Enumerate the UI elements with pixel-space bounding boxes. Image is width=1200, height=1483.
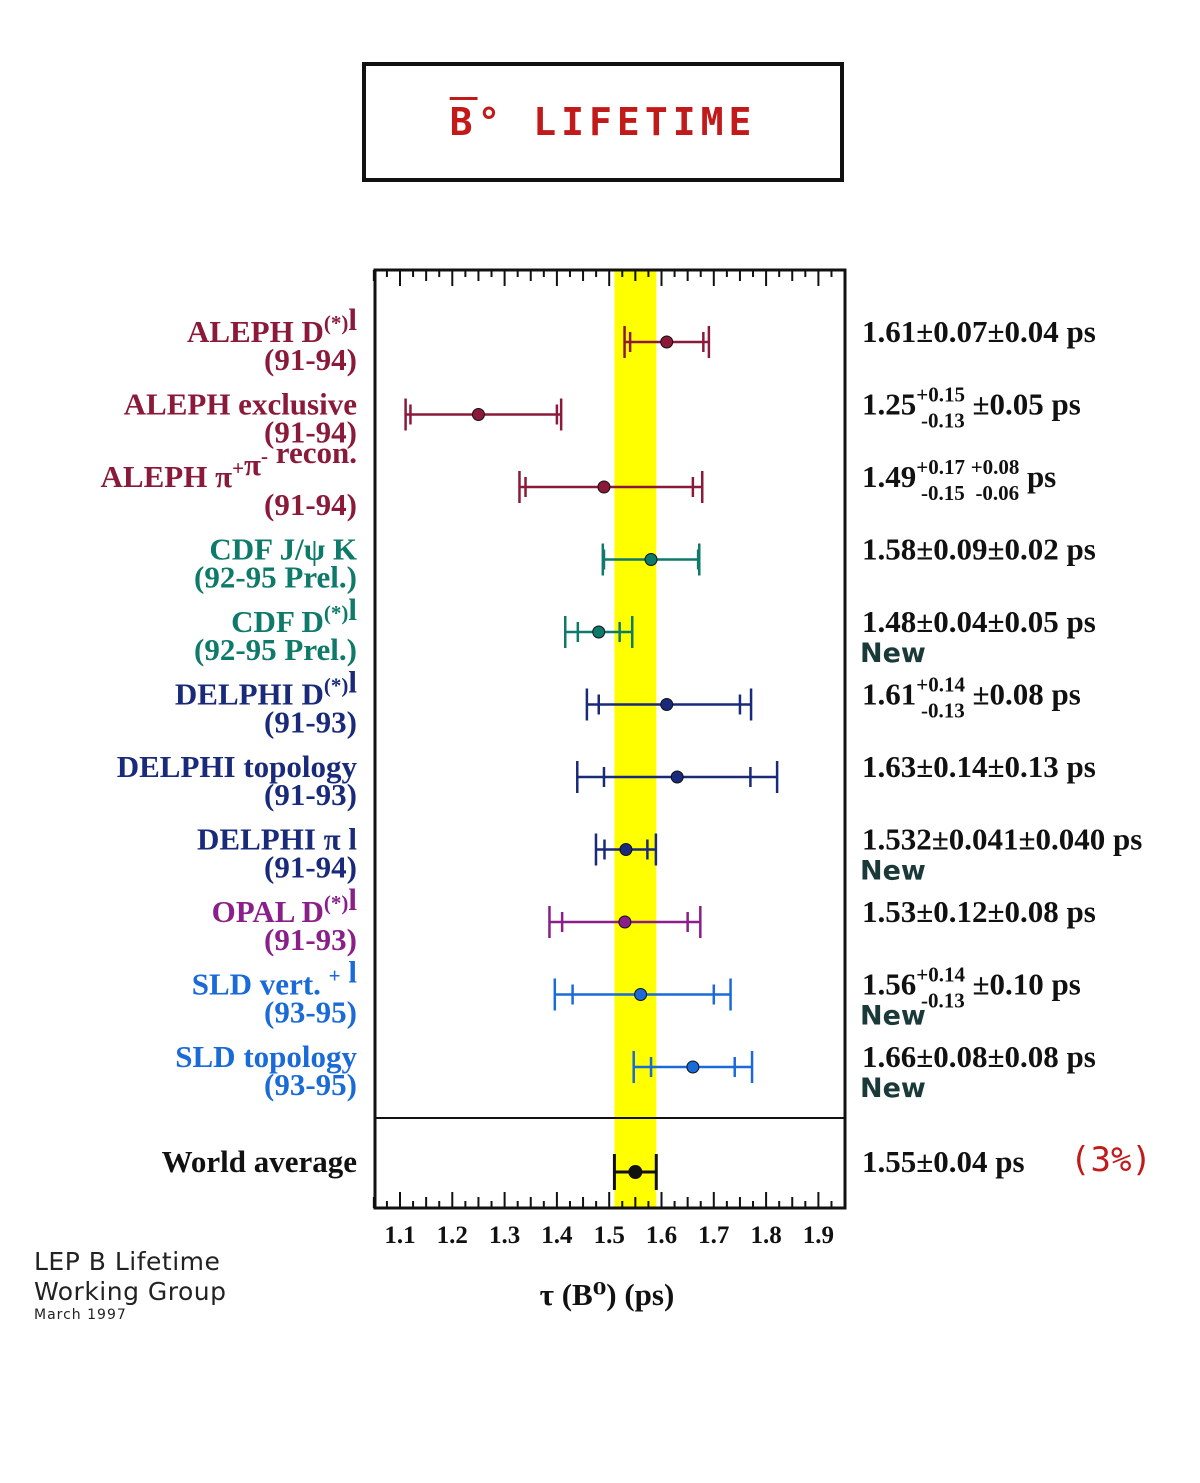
central-value-point bbox=[471, 408, 485, 421]
measurement-result: 1.58±0.09±0.02 ps bbox=[862, 532, 1096, 567]
measurement-label: OPAL D(*)l bbox=[212, 882, 358, 929]
credit-line-2: Working Group bbox=[34, 1277, 227, 1306]
x-tick-label: 1.4 bbox=[541, 1222, 573, 1249]
credit-line-1: LEP B Lifetime bbox=[34, 1247, 221, 1276]
plot-frame bbox=[373, 268, 847, 1210]
chart-title: B° LIFETIME bbox=[449, 100, 757, 144]
central-value-point bbox=[660, 335, 674, 349]
x-tick-label: 1.3 bbox=[489, 1222, 520, 1249]
measurement-result: 1.25+0.15 -0.13 ±0.05 ps bbox=[862, 383, 1081, 433]
central-value-point bbox=[592, 625, 606, 639]
measurement-result: 1.532±0.041±0.040 ps bbox=[862, 822, 1142, 857]
measurement-label: ALEPH exclusive bbox=[124, 387, 357, 422]
world-average-label: World average bbox=[162, 1144, 357, 1179]
measurement-row: SLD vert. + l(93-95) 1.56+0.14 -0.13 ±0.10… bbox=[192, 955, 1081, 1032]
measurement-row: ALEPH D(*)l(91-94) 1.61±0.07±0.04 ps bbox=[187, 302, 1096, 377]
measurement-period: (91-93) bbox=[264, 777, 357, 812]
x-tick-label: 1.9 bbox=[803, 1222, 834, 1249]
measurement-period: (91-93) bbox=[264, 922, 357, 957]
measurement-result: 1.53±0.12±0.08 ps bbox=[862, 894, 1096, 929]
measurement-period: (91-94) bbox=[264, 415, 357, 450]
measurement-result: 1.56+0.14 -0.13 ±0.10 ps bbox=[862, 963, 1081, 1013]
chart-title-box: B° LIFETIME bbox=[362, 62, 844, 182]
measurement-row: CDF J/ψ K(92-95 Prel.) 1.58±0.09±0.02 ps bbox=[194, 532, 1096, 595]
new-result-tag: New bbox=[860, 856, 926, 887]
new-result-tag: New bbox=[860, 1001, 926, 1032]
world-average-row: World average 1.55±0.04 ps bbox=[162, 1144, 1025, 1190]
x-tick-label: 1.1 bbox=[384, 1222, 415, 1249]
central-value-point bbox=[618, 915, 632, 929]
measurement-label: DELPHI π l bbox=[197, 822, 357, 857]
measurement-label: SLD topology bbox=[175, 1039, 357, 1074]
measurement-period: (93-95) bbox=[264, 995, 357, 1030]
measurement-row: DELPHI D(*)l(91-93) 1.61+0.14 -0.13 ±0.08 … bbox=[175, 665, 1081, 740]
measurement-label: DELPHI D(*)l bbox=[175, 665, 358, 712]
x-tick-label: 1.5 bbox=[594, 1222, 625, 1249]
x-tick-label: 1.8 bbox=[750, 1222, 781, 1249]
measurement-period: (91-94) bbox=[264, 342, 357, 377]
measurement-period: (92-95 Prel.) bbox=[194, 632, 357, 667]
measurement-period: (92-95 Prel.) bbox=[194, 560, 357, 595]
measurement-period: (91-94) bbox=[264, 850, 357, 885]
credit-block: LEP B Lifetime Working Group March 1997 bbox=[34, 1247, 227, 1323]
measurement-period: (93-95) bbox=[264, 1067, 357, 1102]
measurement-label: CDF D(*)l bbox=[231, 592, 357, 639]
measurement-label: ALEPH π+π- recon. bbox=[101, 435, 357, 494]
measurement-result: 1.49+0.17 -0.15+0.08 -0.06 ps bbox=[862, 455, 1056, 505]
measurement-label: SLD vert. + l bbox=[192, 955, 358, 1002]
central-value-point bbox=[660, 698, 674, 711]
x-axis-label: τ (B⁰) (ps) bbox=[540, 1277, 675, 1312]
world-average-band bbox=[614, 270, 657, 1208]
measurement-row: DELPHI topology(91-93) 1.63±0.14±0.13 ps bbox=[117, 749, 1096, 812]
measurement-row: ALEPH exclusive(91-94) 1.25+0.15 -0.13 ±0.… bbox=[124, 383, 1081, 450]
measurement-label: DELPHI topology bbox=[117, 749, 358, 784]
measurement-label: ALEPH D(*)l bbox=[187, 302, 357, 349]
central-value-point bbox=[619, 843, 633, 856]
measurement-result: 1.61+0.14 -0.13 ±0.08 ps bbox=[862, 673, 1081, 723]
x-tick-label: 1.7 bbox=[698, 1222, 729, 1249]
world-average-precision-note: (3%) bbox=[1070, 1140, 1152, 1180]
measurement-result: 1.48±0.04±0.05 ps bbox=[862, 604, 1096, 639]
measurement-period: (91-94) bbox=[264, 487, 357, 522]
measurement-result: 1.66±0.08±0.08 ps bbox=[862, 1039, 1096, 1074]
measurement-row: CDF D(*)l(92-95 Prel.) 1.48±0.04±0.05 psN… bbox=[194, 592, 1096, 669]
central-value-point bbox=[634, 988, 648, 1001]
central-value-point bbox=[686, 1060, 700, 1074]
x-tick-label: 1.6 bbox=[646, 1222, 677, 1249]
measurement-label: CDF J/ψ K bbox=[209, 532, 357, 567]
measurement-period: (91-93) bbox=[264, 705, 357, 740]
x-tick-label: 1.2 bbox=[437, 1222, 468, 1249]
new-result-tag: New bbox=[860, 638, 926, 669]
central-value-point bbox=[670, 770, 684, 784]
world-average-result: 1.55±0.04 ps bbox=[862, 1144, 1025, 1179]
central-value-point bbox=[644, 553, 658, 566]
measurement-row: OPAL D(*)l(91-93) 1.53±0.12±0.08 ps bbox=[212, 882, 1096, 957]
central-value-point bbox=[597, 480, 611, 494]
measurement-result: 1.61±0.07±0.04 ps bbox=[862, 314, 1096, 349]
world-average-point bbox=[628, 1165, 643, 1179]
measurement-result: 1.63±0.14±0.13 ps bbox=[862, 749, 1096, 784]
measurement-row: ALEPH π+π- recon.(91-94) 1.49+0.17 -0.15+0… bbox=[101, 435, 1057, 522]
new-result-tag: New bbox=[860, 1073, 926, 1104]
credit-line-3: March 1997 bbox=[34, 1307, 127, 1323]
